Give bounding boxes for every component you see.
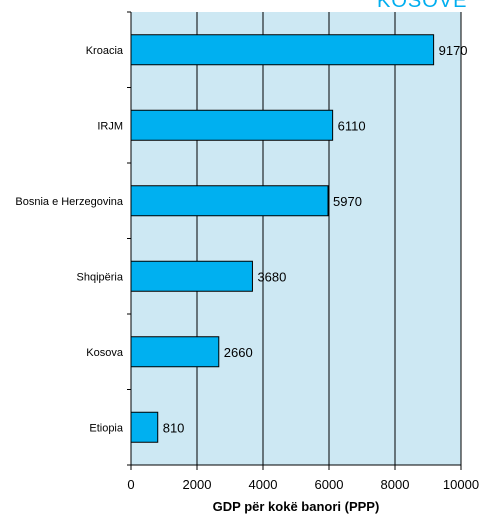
x-axis-title: GDP për kokë banori (PPP) <box>213 499 380 514</box>
value-label: 6110 <box>338 118 366 133</box>
category-label: Kosova <box>86 347 124 359</box>
bar <box>130 260 253 292</box>
axes: 0 2000 4000 6000 8000 10000 <box>127 11 479 492</box>
category-label: Bosnia e Herzegovina <box>15 196 124 208</box>
x-tick-label: 8000 <box>381 477 410 492</box>
category-label: Etiopia <box>89 422 124 434</box>
value-label: 3680 <box>257 269 286 284</box>
category-label: IRJM <box>97 120 123 132</box>
x-tick-label: 2000 <box>183 477 212 492</box>
value-label: 9170 <box>439 43 468 58</box>
bar <box>130 336 220 368</box>
x-tick-label: 4000 <box>249 477 278 492</box>
value-label: 810 <box>163 420 185 435</box>
bar <box>130 34 435 66</box>
category-label: Shqipëria <box>77 271 124 283</box>
category-label: Kroacia <box>86 45 124 57</box>
corner-text: KOSOVE <box>377 0 467 12</box>
x-tick-label: 10000 <box>443 477 479 492</box>
bar <box>130 185 329 217</box>
value-label: 2660 <box>224 345 253 360</box>
value-label: 5970 <box>333 194 362 209</box>
bar <box>130 411 159 443</box>
plot-area <box>131 12 461 465</box>
gridlines <box>196 12 462 465</box>
x-tick-label: 6000 <box>315 477 344 492</box>
labels: 9170 Kroacia 6110 IRJM 5970 Bosnia e Herzegov… <box>15 43 467 436</box>
x-tick-label: 0 <box>127 477 134 492</box>
bar <box>130 109 334 141</box>
